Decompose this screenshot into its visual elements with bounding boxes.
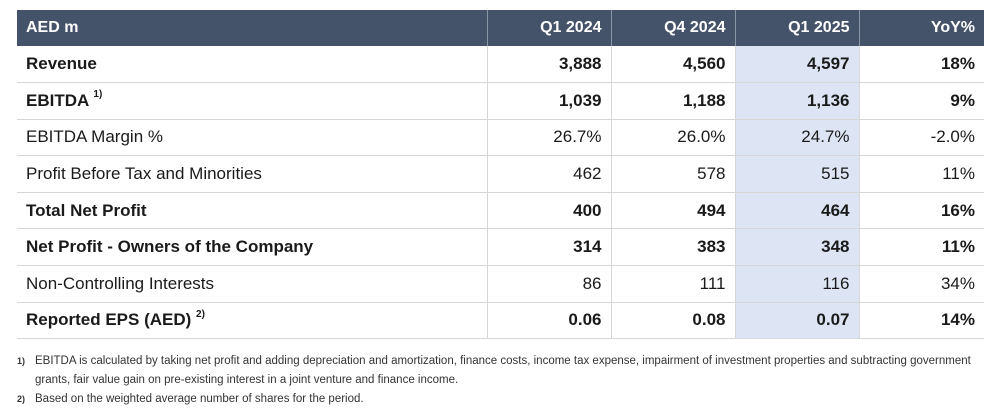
- cell-q4-2024: 111: [611, 265, 736, 303]
- cell-q4-2024: 1,188: [611, 82, 736, 120]
- cell-q1-2025: 4,597: [735, 46, 860, 84]
- cell-q1-2025: 515: [735, 155, 860, 193]
- header-row: AED m Q1 2024 Q4 2024 Q1 2025 YoY%: [17, 10, 984, 46]
- cell-yoy: 11%: [859, 155, 984, 193]
- cell-q1-2024: 0.06: [487, 302, 612, 340]
- cell-yoy: 18%: [859, 46, 984, 84]
- cell-q1-2025: 464: [735, 192, 860, 230]
- cell-q1-2024: 400: [487, 192, 612, 230]
- cell-q1-2024: 1,039: [487, 82, 612, 120]
- cell-q1-2024: 86: [487, 265, 612, 303]
- footnotes: 1) EBITDA is calculated by taking net pro…: [17, 352, 984, 409]
- footnote-ref: 2): [196, 308, 205, 320]
- header-q1-2025: Q1 2025: [735, 10, 860, 46]
- table-row: EBITDA 1) 1,039 1,188 1,136 9%: [17, 82, 984, 120]
- row-label-text: Reported EPS (AED): [26, 310, 192, 330]
- cell-q1-2024: 26.7%: [487, 119, 612, 157]
- footnote: 1) EBITDA is calculated by taking net pro…: [17, 352, 984, 390]
- row-label-text: EBITDA Margin %: [26, 127, 163, 147]
- footnote-text: Based on the weighted average number of …: [35, 393, 364, 405]
- table-row: Total Net Profit 400 494 464 16%: [17, 192, 984, 230]
- cell-q4-2024: 494: [611, 192, 736, 230]
- header-q4-2024: Q4 2024: [611, 10, 736, 46]
- table-body: Revenue 3,888 4,560 4,597 18% EBITDA 1) 1,039 1…: [17, 46, 984, 340]
- cell-yoy: 11%: [859, 228, 984, 267]
- cell-yoy: -2.0%: [859, 119, 984, 157]
- row-label-text: Revenue: [26, 54, 97, 74]
- row-label-text: Non-Controlling Interests: [26, 273, 215, 293]
- cell-q4-2024: 578: [611, 155, 736, 193]
- row-label: EBITDA Margin %: [17, 119, 488, 157]
- cell-q4-2024: 383: [611, 228, 736, 267]
- cell-yoy: 9%: [859, 82, 984, 120]
- header-q1-2024: Q1 2024: [487, 10, 612, 46]
- row-label-text: Net Profit - Owners of the Company: [26, 237, 314, 257]
- cell-q1-2025: 348: [735, 228, 860, 267]
- header-yoy: YoY%: [930, 19, 975, 36]
- financial-summary-table: AED m Q1 2024 Q4 2024 Q1 2025 YoY% Reven…: [17, 10, 984, 340]
- cell-q4-2024: 4,560: [611, 46, 736, 84]
- row-label: Revenue: [17, 46, 488, 84]
- row-label-text: Profit Before Tax and Minorities: [26, 164, 262, 184]
- header-aed-m: AED m: [17, 10, 488, 46]
- table-row: Profit Before Tax and Minorities 462 578 51…: [17, 155, 984, 193]
- table-header: AED m Q1 2024 Q4 2024 Q1 2025 YoY%: [17, 10, 984, 46]
- table-row: Reported EPS (AED) 2) 0.06 0.08 0.07 14%: [17, 302, 984, 340]
- cell-q1-2024: 3,888: [487, 46, 612, 84]
- cell-q1-2024: 462: [487, 155, 612, 193]
- cell-q1-2025: 24.7%: [735, 119, 860, 157]
- row-label: Total Net Profit: [17, 192, 488, 230]
- table-row: Net Profit - Owners of the Company 314 383…: [17, 228, 984, 267]
- footnote: 2) Based on the weighted average number o…: [17, 390, 984, 409]
- cell-yoy: 34%: [859, 265, 984, 303]
- footnote-mark: 2): [17, 394, 26, 404]
- table-row: Revenue 3,888 4,560 4,597 18%: [17, 46, 984, 84]
- footnote-ref: 1): [93, 89, 103, 101]
- row-label-text: EBITDA: [26, 90, 89, 110]
- row-label: Profit Before Tax and Minorities: [17, 155, 488, 193]
- cell-q1-2025: 0.07: [735, 302, 860, 340]
- footnote-mark: 1): [17, 356, 26, 366]
- row-label: Reported EPS (AED) 2): [17, 302, 488, 340]
- cell-yoy: 16%: [859, 192, 984, 230]
- cell-q1-2025: 1,136: [735, 82, 860, 120]
- footnote-text: EBITDA is calculated by taking net profi…: [35, 355, 971, 386]
- cell-q1-2024: 314: [487, 228, 612, 267]
- cell-yoy: 14%: [859, 302, 984, 340]
- cell-q4-2024: 0.08: [611, 302, 736, 340]
- table-row: EBITDA Margin % 26.7% 26.0% 24.7% -2.0%: [17, 119, 984, 157]
- cell-q1-2025: 116: [735, 265, 860, 303]
- table-row: Non-Controlling Interests 86 111 116 34%: [17, 265, 984, 303]
- row-label: Non-Controlling Interests: [17, 265, 488, 303]
- row-label: EBITDA 1): [17, 82, 488, 120]
- row-label-text: Total Net Profit: [26, 200, 147, 220]
- row-label: Net Profit - Owners of the Company: [17, 228, 488, 267]
- cell-q4-2024: 26.0%: [611, 119, 736, 157]
